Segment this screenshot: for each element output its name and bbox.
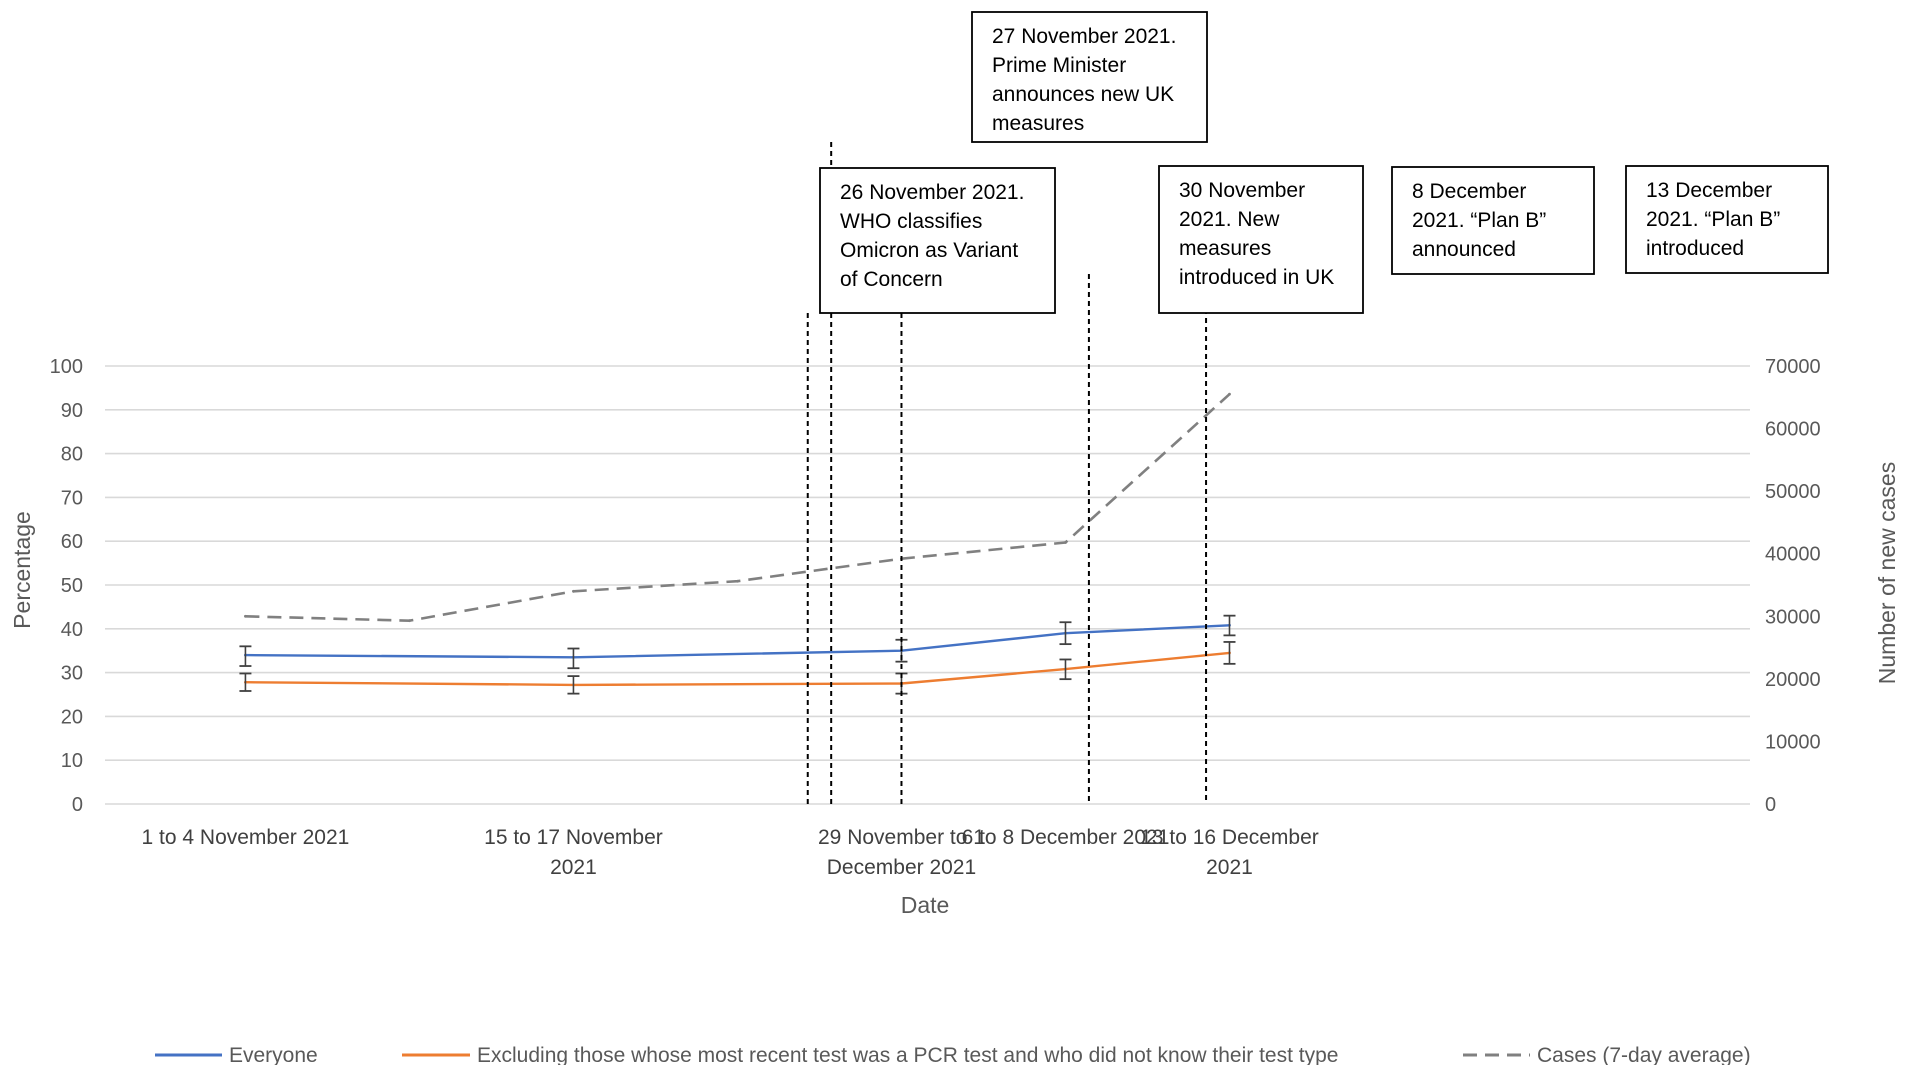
annotation-text: Omicron as Variant: [840, 239, 1018, 262]
y-tick-label: 100: [50, 356, 83, 378]
error-bar: [1223, 614, 1236, 637]
event-annotation: 27 November 2021. Prime Minister announces…: [971, 11, 1208, 143]
annotation-text: announces new UK: [992, 83, 1174, 106]
annotation-box: [971, 11, 1208, 143]
x-category-label: December 2021: [827, 856, 976, 879]
right-axis-ticks: 0 10000 20000 30000 40000 50000 60000 70000: [1765, 356, 1821, 816]
annotation-text: Prime Minister: [992, 54, 1126, 77]
x-category-label: 1 to 4 November 2021: [142, 826, 350, 849]
error-bar: [1059, 658, 1072, 681]
annotation-text: 8 December: [1412, 180, 1526, 203]
y-tick-label: 50: [61, 575, 83, 597]
x-category-label: 2021: [550, 856, 597, 879]
annotation-text: 2021. “Plan B”: [1412, 209, 1546, 232]
y2-tick-label: 20000: [1765, 669, 1821, 691]
gridlines: [105, 365, 1750, 805]
x-category-label: 13 to 16 December: [1140, 826, 1319, 849]
data-point: [1228, 392, 1231, 396]
y2-axis-title: Number of new cases: [1874, 462, 1900, 684]
x-axis-title: Date: [901, 892, 950, 918]
y-tick-label: 10: [61, 750, 83, 772]
annotation-text: 13 December: [1646, 179, 1772, 202]
y-tick-label: 40: [61, 619, 83, 641]
y2-tick-label: 10000: [1765, 731, 1821, 753]
legend-label-everyone: Everyone: [229, 1044, 318, 1065]
event-annotation: 13 December 2021. “Plan B” introduced: [1625, 165, 1829, 274]
y2-tick-label: 30000: [1765, 606, 1821, 628]
annotation-text: 30 November: [1179, 179, 1305, 202]
y-tick-label: 60: [61, 531, 83, 553]
error-bar: [567, 647, 580, 670]
y-tick-label: 30: [61, 663, 83, 685]
y2-tick-label: 50000: [1765, 481, 1821, 503]
error-bar: [1059, 621, 1072, 646]
annotation-box: [1158, 165, 1364, 314]
y-tick-label: 90: [61, 400, 83, 422]
y2-tick-label: 40000: [1765, 544, 1821, 566]
y-tick-label: 80: [61, 444, 83, 466]
y-tick-label: 70: [61, 487, 83, 509]
event-annotation: 26 November 2021. WHO classifies Omicron a…: [819, 167, 1056, 314]
annotation-text: WHO classifies: [840, 210, 982, 233]
annotation-text: of Concern: [840, 268, 943, 291]
data-point: [1064, 541, 1067, 544]
data-point: [736, 579, 739, 583]
annotation-text: 27 November 2021.: [992, 25, 1176, 48]
error-bar: [567, 675, 580, 695]
legend-label-excluding-pcr: Excluding those whose most recent test w…: [477, 1044, 1338, 1065]
x-category-label: 6 to 8 December 2021: [962, 826, 1170, 849]
x-category-label: 15 to 17 November: [484, 826, 663, 849]
legend-label-cases: Cases (7-day average): [1537, 1044, 1751, 1065]
x-category-labels: 1 to 4 November 2021 15 to 17 November 202…: [142, 826, 1319, 879]
annotation-box: [819, 167, 1056, 314]
annotation-text: introduced in UK: [1179, 266, 1334, 289]
series-layer: [244, 392, 1231, 687]
legend: Everyone Excluding those whose most rece…: [155, 1044, 1751, 1065]
series-line-2: [245, 651, 1230, 687]
error-bar: [239, 672, 252, 692]
y2-tick-label: 70000: [1765, 356, 1821, 378]
y-tick-label: 0: [72, 794, 83, 816]
annotation-text: measures: [1179, 237, 1271, 260]
y2-tick-label: 0: [1765, 794, 1776, 816]
event-annotations: 26 November 2021. WHO classifies Omicron a…: [819, 11, 1829, 314]
y-axis-title: Percentage: [9, 511, 35, 629]
y2-tick-label: 60000: [1765, 419, 1821, 441]
x-category-label: 29 November to 1: [818, 826, 985, 849]
error-bar: [1223, 641, 1236, 665]
annotation-text: 2021. New: [1179, 208, 1280, 231]
annotation-text: measures: [992, 112, 1084, 135]
annotation-text: 26 November 2021.: [840, 181, 1024, 204]
data-point: [244, 614, 247, 618]
annotation-text: introduced: [1646, 237, 1744, 260]
error-bar: [239, 645, 252, 667]
data-point: [408, 619, 411, 623]
data-point: [572, 589, 575, 593]
event-annotation: 30 November 2021. New measures introduced i…: [1158, 165, 1364, 314]
event-annotation: 8 December 2021. “Plan B” announced: [1391, 166, 1595, 275]
series-line-1: [245, 624, 1230, 659]
left-axis-ticks: 0 10 20 30 40 50 60 70 80 90 100: [50, 356, 83, 816]
x-category-label: 2021: [1206, 856, 1253, 879]
annotation-text: 2021. “Plan B”: [1646, 208, 1780, 231]
y-tick-label: 20: [61, 706, 83, 728]
annotation-text: announced: [1412, 238, 1516, 261]
series-line-3: [245, 393, 1231, 623]
annotation-box: [1625, 165, 1829, 274]
annotation-box: [1391, 166, 1595, 275]
